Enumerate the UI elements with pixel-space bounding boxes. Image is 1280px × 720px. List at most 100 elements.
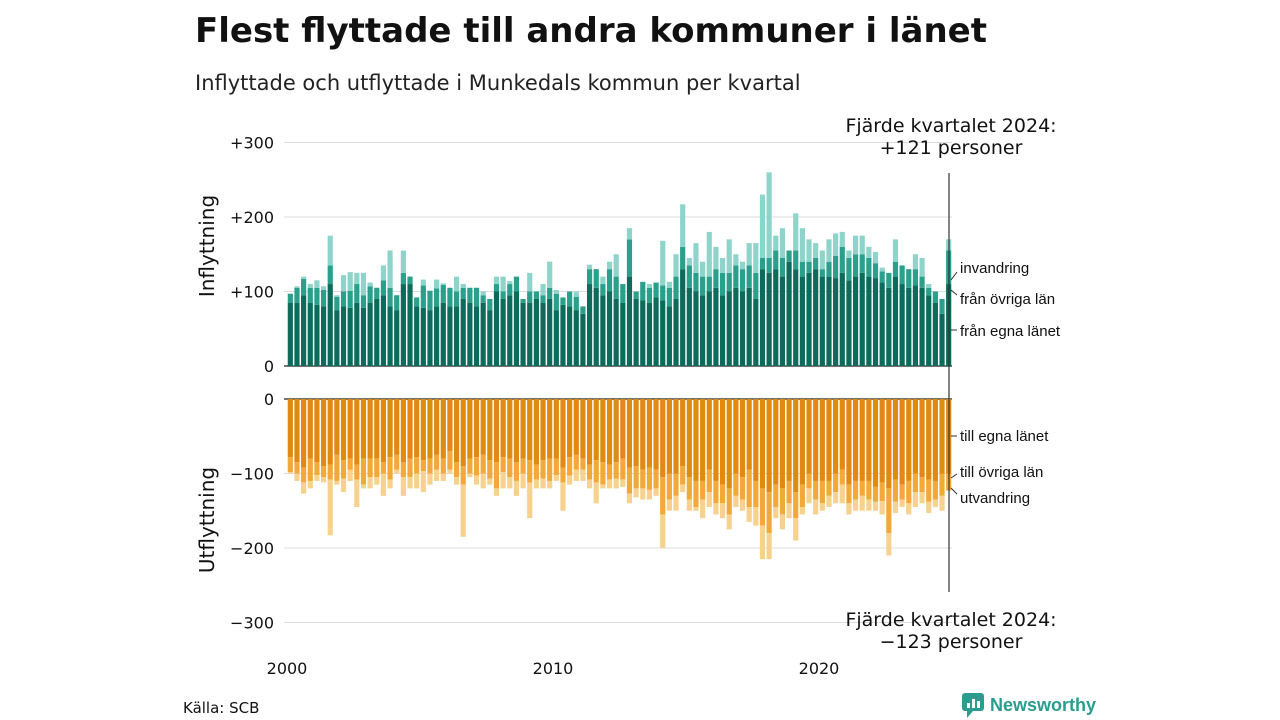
in-bar-0-56 (660, 300, 666, 366)
out-bar-0-69 (746, 399, 752, 470)
in-bar-1-84 (846, 257, 852, 281)
in-bar-1-33 (507, 284, 513, 296)
out-bar-2-49 (613, 478, 619, 489)
y-tick-top-0: 0 (264, 357, 274, 376)
in-bar-0-88 (872, 278, 879, 366)
in-bar-1-49 (613, 276, 619, 299)
out-bar-1-31 (493, 462, 500, 489)
out-bar-0-51 (626, 399, 633, 468)
out-bar-0-27 (467, 399, 473, 459)
out-bar-0-43 (573, 399, 579, 455)
outflow-legend: till egna länet till övriga län utvandri… (950, 428, 1049, 507)
out-bar-2-54 (646, 489, 653, 500)
out-bar-0-52 (633, 399, 639, 467)
in-bar-2-56 (660, 240, 666, 286)
out-bar-2-75 (786, 503, 792, 519)
out-bar-1-55 (653, 469, 659, 489)
in-bar-2-78 (806, 239, 812, 262)
in-bar-1-18 (407, 276, 413, 285)
out-bar-0-57 (666, 399, 672, 474)
in-bar-1-43 (573, 296, 579, 311)
out-bar-0-62 (700, 399, 706, 481)
out-bar-1-67 (733, 473, 739, 496)
out-bar-2-71 (759, 525, 766, 560)
in-bar-2-9 (347, 272, 353, 291)
in-bar-2-25 (453, 276, 460, 292)
in-bar-0-24 (447, 306, 453, 366)
out-bar-0-80 (819, 399, 825, 481)
in-bar-1-35 (520, 298, 526, 303)
out-bar-0-84 (846, 399, 852, 485)
out-bar-2-16 (394, 469, 400, 474)
out-bar-0-92 (899, 399, 905, 485)
out-bar-2-36 (527, 482, 533, 519)
in-bar-2-3 (307, 284, 313, 288)
out-bar-0-48 (606, 399, 613, 465)
in-bar-1-70 (753, 272, 759, 299)
in-bar-0-76 (793, 269, 799, 366)
bottom-annotation-line1: Fjärde kvartalet 2024: (845, 609, 1056, 631)
out-bar-0-47 (600, 399, 606, 463)
out-bar-1-54 (646, 467, 653, 490)
out-bar-0-66 (726, 399, 732, 489)
in-bar-1-48 (606, 269, 613, 292)
in-bar-0-27 (467, 302, 473, 366)
out-bar-2-55 (653, 488, 659, 496)
bottom-annotation-line2: −123 personer (880, 631, 1023, 653)
in-bar-0-98 (939, 313, 945, 366)
in-bar-2-1 (294, 286, 300, 288)
logo-bar-3-icon (977, 701, 980, 708)
out-bar-0-98 (939, 399, 945, 474)
in-bar-2-48 (606, 261, 613, 270)
out-bar-0-21 (427, 399, 433, 459)
out-bar-2-89 (879, 501, 885, 515)
out-bar-1-36 (527, 460, 533, 483)
out-bar-0-95 (919, 399, 925, 478)
in-bar-0-43 (573, 310, 579, 366)
in-bar-2-62 (700, 261, 706, 277)
out-bar-0-83 (839, 399, 845, 470)
legend-utvandring: utvandring (960, 490, 1030, 507)
out-bar-0-5 (320, 399, 327, 467)
out-bar-1-51 (626, 467, 633, 494)
in-bar-0-86 (859, 272, 865, 366)
in-bar-2-11 (360, 272, 367, 296)
out-bar-1-94 (912, 473, 919, 493)
out-bar-1-34 (513, 462, 520, 481)
out-bar-0-90 (886, 399, 892, 489)
out-bar-2-5 (320, 477, 327, 483)
y-tick-top-2: +200 (230, 208, 274, 227)
in-bar-0-34 (513, 291, 520, 366)
out-bar-0-82 (833, 399, 839, 474)
out-bar-1-70 (753, 480, 759, 508)
in-bar-2-85 (852, 235, 859, 255)
in-bar-2-17 (400, 250, 406, 273)
out-bar-2-25 (453, 477, 460, 485)
out-bar-2-33 (507, 477, 513, 489)
newsworthy-logo[interactable]: Newsworthy (962, 693, 1096, 718)
in-bar-0-46 (593, 287, 599, 366)
out-bar-1-63 (706, 469, 712, 493)
out-bar-2-38 (540, 478, 546, 489)
out-bar-1-22 (434, 454, 440, 470)
out-bar-1-71 (759, 488, 766, 526)
in-bar-0-61 (693, 291, 699, 366)
in-bar-1-61 (693, 272, 699, 292)
out-bar-1-47 (600, 462, 606, 485)
chart-subtitle: Inflyttade och utflyttade i Munkedals ko… (195, 71, 801, 95)
in-bar-2-15 (387, 250, 393, 288)
in-bar-2-83 (839, 231, 845, 247)
out-bar-0-35 (520, 399, 526, 459)
in-bar-0-83 (839, 272, 845, 366)
in-bar-0-71 (759, 269, 766, 366)
out-bar-0-45 (586, 399, 593, 465)
out-bar-0-37 (533, 399, 539, 465)
out-bar-2-22 (434, 469, 440, 481)
in-bar-2-7 (334, 295, 340, 297)
in-bar-1-62 (700, 276, 706, 296)
legend-leader-ovriga-ut (950, 473, 958, 479)
out-bar-2-6 (327, 479, 333, 536)
in-bar-0-79 (813, 269, 819, 366)
out-bar-2-63 (706, 492, 712, 508)
out-bar-0-20 (420, 399, 426, 461)
